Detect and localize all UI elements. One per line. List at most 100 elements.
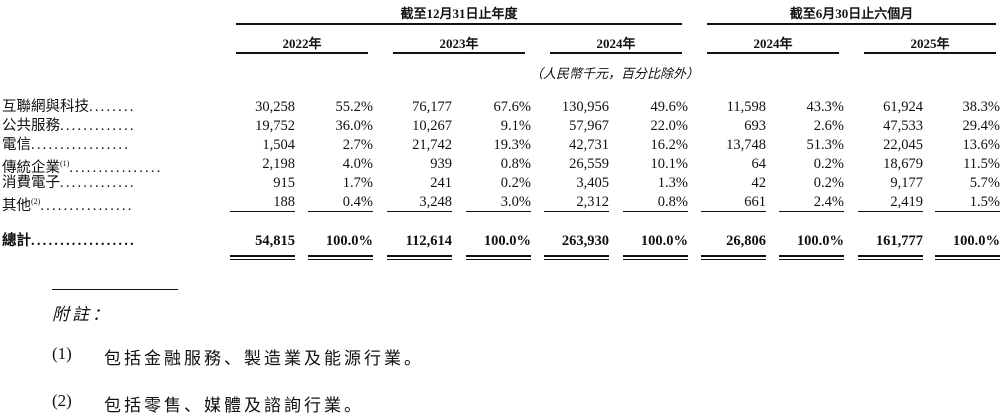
total-cell: 100.0%: [952, 233, 1000, 249]
percent-cell: 49.6%: [650, 99, 688, 115]
total-cell: 100.0%: [325, 233, 373, 249]
unit-note: （人民幣千元，百分比除外）: [530, 66, 700, 81]
year-rule: [707, 52, 839, 54]
percent-cell: 36.0%: [335, 118, 373, 134]
year-rule: [864, 52, 996, 54]
leader-dots: .................: [31, 137, 131, 153]
total-label: 總計..................: [2, 232, 136, 250]
year-header: 2022年: [282, 36, 322, 51]
percent-cell: 55.2%: [335, 99, 373, 115]
amount-cell: 9,177: [890, 175, 923, 191]
column-rule: [387, 211, 452, 212]
column-rule: [387, 259, 452, 260]
percent-cell: 1.7%: [342, 175, 373, 191]
column-rule: [935, 259, 1000, 260]
column-rule: [466, 255, 531, 257]
year-rule: [236, 52, 368, 54]
column-rule: [230, 211, 295, 212]
column-rule: [779, 211, 844, 212]
industry-name: 電信: [2, 137, 31, 153]
amount-cell: 2,312: [576, 194, 609, 210]
column-rule: [623, 211, 688, 212]
total-cell: 100.0%: [640, 233, 688, 249]
amount-cell: 2,419: [890, 194, 923, 210]
note-1-text: 包括金融服務、製造業及能源行業。: [104, 349, 424, 368]
amount-cell: 19,752: [255, 118, 295, 134]
column-rule: [308, 255, 373, 257]
column-rule: [779, 259, 844, 260]
leader-dots: ................: [40, 197, 134, 214]
amount-cell: 188: [273, 194, 295, 210]
total-cell: 100.0%: [483, 233, 531, 249]
row-label: 其他(2)................: [2, 193, 134, 215]
column-rule: [544, 255, 609, 257]
percent-cell: 9.1%: [500, 118, 531, 134]
column-rule: [230, 255, 295, 257]
amount-cell: 76,177: [412, 99, 452, 115]
leader-dots: ................: [69, 159, 163, 176]
total-cell: 112,614: [405, 233, 452, 249]
percent-cell: 0.2%: [813, 175, 844, 191]
column-rule: [701, 211, 766, 212]
total-cell: 54,815: [255, 233, 295, 249]
column-rule: [858, 255, 923, 257]
total-text: 總計: [2, 233, 31, 249]
total-cell: 161,777: [875, 233, 923, 249]
amount-cell: 22,045: [883, 137, 923, 153]
percent-cell: 2.7%: [342, 137, 373, 153]
percent-cell: 11.5%: [963, 156, 1000, 172]
percent-cell: 29.4%: [962, 118, 1000, 134]
percent-cell: 1.3%: [657, 175, 688, 191]
percent-cell: 1.5%: [969, 194, 1000, 210]
column-rule: [858, 211, 923, 212]
percent-cell: 3.0%: [500, 194, 531, 210]
row-label: 電信.................: [2, 136, 130, 154]
amount-cell: 10,267: [412, 118, 452, 134]
column-rule: [623, 259, 688, 260]
total-cell: 26,806: [726, 233, 766, 249]
note-2-text: 包括零售、媒體及諮詢行業。: [104, 396, 364, 415]
amount-cell: 13,748: [726, 137, 766, 153]
percent-cell: 38.3%: [962, 99, 1000, 115]
amount-cell: 3,405: [576, 175, 609, 191]
row-label: 公共服務.............: [2, 117, 136, 135]
amount-cell: 3,248: [419, 194, 452, 210]
year-rule: [550, 52, 682, 54]
column-rule: [623, 255, 688, 257]
notes-title: 附註：: [52, 305, 112, 324]
percent-cell: 43.3%: [806, 99, 844, 115]
column-rule: [230, 259, 295, 260]
column-rule: [935, 211, 1000, 212]
column-rule: [701, 255, 766, 257]
amount-cell: 661: [744, 194, 766, 210]
amount-cell: 42: [751, 175, 767, 191]
column-rule: [466, 211, 531, 212]
column-rule: [544, 211, 609, 212]
year-header: 2024年: [596, 36, 636, 51]
amount-cell: 693: [744, 118, 766, 134]
year-rule: [393, 52, 525, 54]
amount-cell: 57,967: [569, 118, 609, 134]
leader-dots: ..................: [31, 233, 136, 249]
amount-cell: 130,956: [561, 99, 609, 115]
amount-cell: 2,198: [262, 156, 295, 172]
note-2-marker: (2): [52, 391, 72, 410]
column-rule: [935, 255, 1000, 257]
amount-cell: 26,559: [569, 156, 609, 172]
year-header: 2024年: [753, 36, 793, 51]
footnote-rule: [52, 289, 178, 290]
column-rule: [308, 211, 373, 212]
amount-cell: 42,731: [569, 137, 609, 153]
percent-cell: 0.2%: [500, 175, 531, 191]
six-month-group-header: 截至6月30日止六個月: [789, 6, 914, 21]
amount-cell: 1,504: [262, 137, 295, 153]
percent-cell: 19.3%: [493, 137, 531, 153]
h1-group-rule: [707, 23, 996, 25]
year-header: 2023年: [439, 36, 479, 51]
amount-cell: 64: [751, 156, 767, 172]
percent-cell: 0.4%: [342, 194, 373, 210]
amount-cell: 11,598: [726, 99, 766, 115]
note-1-marker: (1): [52, 344, 72, 363]
industry-name: 消費電子: [2, 175, 60, 191]
leader-dots: .............: [60, 175, 136, 191]
